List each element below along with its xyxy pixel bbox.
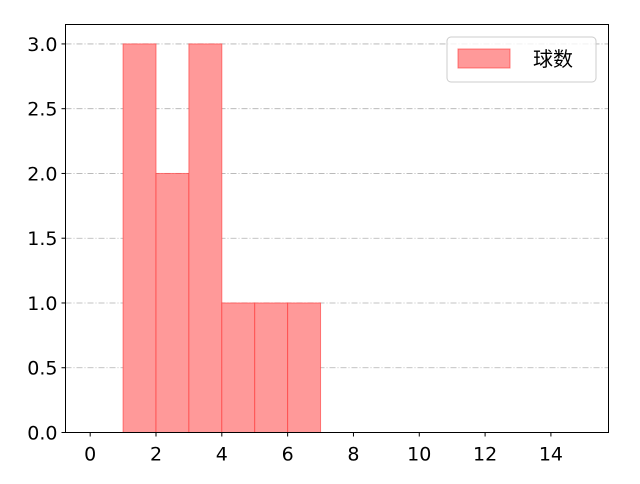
x-tick-label: 8 <box>347 444 359 466</box>
y-tick-label: 2.5 <box>27 99 57 121</box>
legend-frame <box>446 36 597 83</box>
bars <box>122 43 322 434</box>
legend-swatch <box>457 48 511 69</box>
y-tick-label: 1.5 <box>27 228 57 250</box>
legend: 球数 <box>446 36 597 83</box>
x-axis: 0 2 4 6 8 10 12 14 <box>84 432 563 466</box>
histogram-bar <box>155 172 190 433</box>
legend-label: 球数 <box>533 47 573 71</box>
y-tick-label: 3.0 <box>27 34 57 56</box>
histogram-bar <box>287 302 322 433</box>
y-tick-label: 0.0 <box>27 423 57 445</box>
histogram-bar <box>122 43 157 434</box>
x-tick-label: 6 <box>282 444 294 466</box>
histogram-bar <box>254 302 289 433</box>
histogram-bar <box>188 43 223 434</box>
plot-frame <box>65 24 609 433</box>
y-tick-label: 1.0 <box>27 293 57 315</box>
x-tick-label: 10 <box>407 444 431 466</box>
x-tick-label: 0 <box>84 444 96 466</box>
y-tick-label: 0.5 <box>27 358 57 380</box>
histogram-bar <box>221 302 256 433</box>
y-axis: 0.0 0.5 1.0 1.5 2.0 2.5 3.0 <box>27 34 66 445</box>
x-tick-label: 12 <box>473 444 497 466</box>
y-tick-label: 2.0 <box>27 163 57 185</box>
x-tick-label: 14 <box>539 444 563 466</box>
x-tick-label: 2 <box>150 444 162 466</box>
x-tick-label: 4 <box>216 444 228 466</box>
